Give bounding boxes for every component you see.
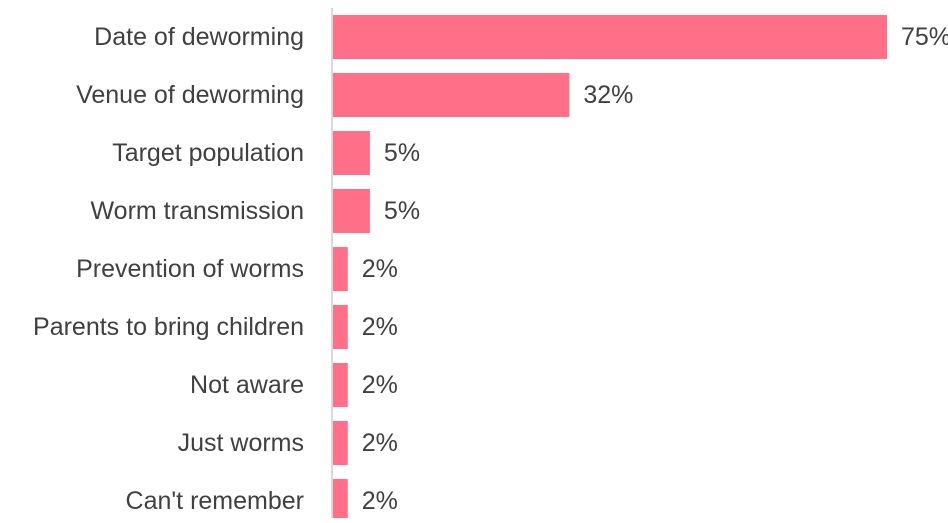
- data-label: 75%: [901, 23, 948, 51]
- data-label: 5%: [384, 197, 420, 225]
- data-label: 2%: [362, 255, 398, 283]
- bar: [333, 247, 348, 291]
- category-label: Prevention of worms: [76, 255, 304, 283]
- category-label: Target population: [112, 139, 304, 167]
- category-label: Worm transmission: [91, 197, 304, 225]
- bar: [333, 15, 887, 59]
- data-label: 2%: [362, 313, 398, 341]
- category-label: Can't remember: [126, 487, 304, 515]
- bar: [333, 131, 370, 175]
- data-label: 32%: [583, 81, 633, 109]
- category-label: Just worms: [178, 429, 304, 457]
- data-label: 2%: [362, 487, 398, 515]
- category-label: Venue of deworming: [76, 81, 304, 109]
- bar: [333, 479, 348, 523]
- category-label: Date of deworming: [94, 23, 304, 51]
- data-label: 5%: [384, 139, 420, 167]
- bar: [333, 305, 348, 349]
- category-label: Not aware: [190, 371, 304, 399]
- data-label: 2%: [362, 429, 398, 457]
- category-label: Parents to bring children: [33, 313, 304, 341]
- data-label: 2%: [362, 371, 398, 399]
- bar: [333, 363, 348, 407]
- bar: [333, 421, 348, 465]
- bar: [333, 189, 370, 233]
- bar: [333, 73, 570, 117]
